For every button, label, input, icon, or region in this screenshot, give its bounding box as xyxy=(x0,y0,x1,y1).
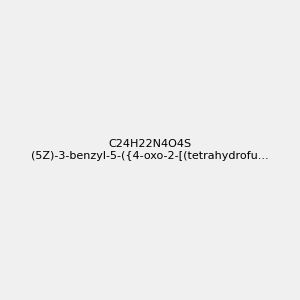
Text: C24H22N4O4S
(5Z)-3-benzyl-5-({4-oxo-2-[(tetrahydrofu...: C24H22N4O4S (5Z)-3-benzyl-5-({4-oxo-2-[(… xyxy=(31,139,269,161)
